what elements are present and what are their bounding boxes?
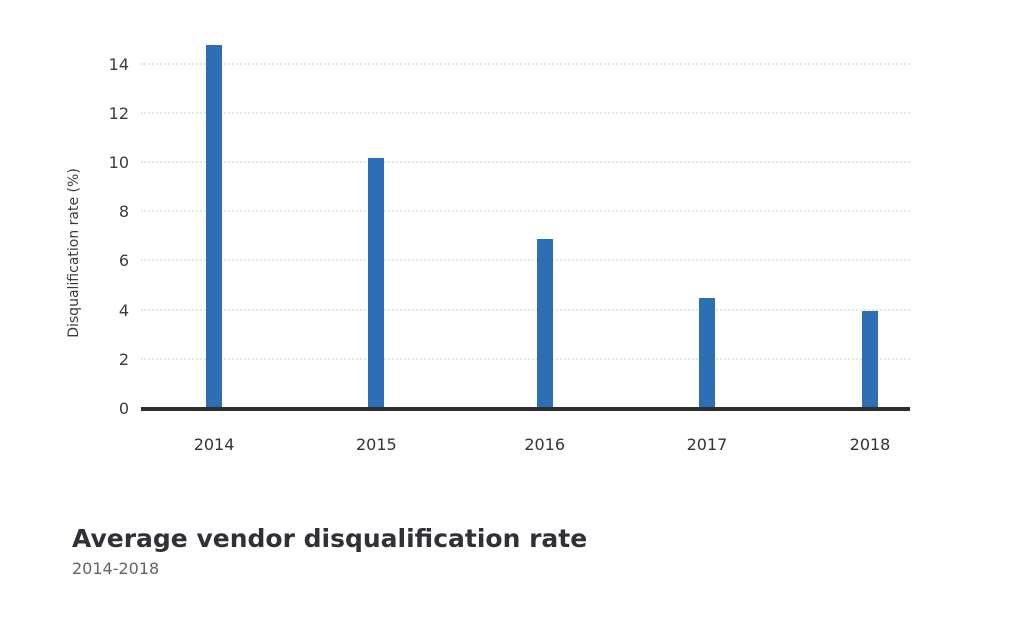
y-tick-label-6: 6 bbox=[118, 251, 129, 271]
y-tick-label-8: 8 bbox=[118, 202, 129, 222]
y-tick-label-14: 14 bbox=[108, 54, 129, 74]
x-axis-label-2015: 2015 bbox=[355, 435, 397, 454]
gridline-4 bbox=[141, 308, 910, 311]
y-tick-label-0: 0 bbox=[118, 399, 129, 418]
x-axis-label-2018: 2018 bbox=[849, 435, 891, 454]
bar-2014 bbox=[206, 44, 223, 409]
gridline-10 bbox=[141, 161, 910, 163]
gridline-6 bbox=[141, 259, 910, 262]
bar-2016 bbox=[536, 239, 553, 409]
title-block: Average vendor disqualification rate 201… bbox=[72, 524, 587, 578]
bar-2015 bbox=[368, 158, 385, 409]
x-axis-label-2016: 2016 bbox=[524, 435, 566, 454]
y-tick-label-12: 12 bbox=[108, 103, 129, 123]
chart-subtitle: 2014-2018 bbox=[72, 559, 160, 578]
y-tick-label-4: 4 bbox=[118, 300, 129, 320]
y-axis-title: Disqualification rate (%) bbox=[66, 168, 82, 338]
gridline-2 bbox=[141, 357, 910, 360]
x-axis-label-2014: 2014 bbox=[193, 435, 235, 454]
gridline-8 bbox=[141, 210, 910, 213]
bar-2017 bbox=[698, 298, 715, 409]
chart-title: Average vendor disqualification rate bbox=[72, 524, 588, 553]
bar-2018 bbox=[862, 310, 878, 409]
gridline-12 bbox=[141, 111, 910, 114]
y-tick-label-2: 2 bbox=[118, 349, 129, 369]
x-axis-line bbox=[141, 407, 910, 411]
y-tick-label-10: 10 bbox=[108, 153, 129, 172]
plot-area: 0 2 4 6 8 10 12 14 2014 2015 2016 2017 2018 bbox=[109, 40, 910, 454]
gridline-14 bbox=[141, 62, 910, 65]
x-axis-label-2017: 2017 bbox=[686, 435, 728, 454]
